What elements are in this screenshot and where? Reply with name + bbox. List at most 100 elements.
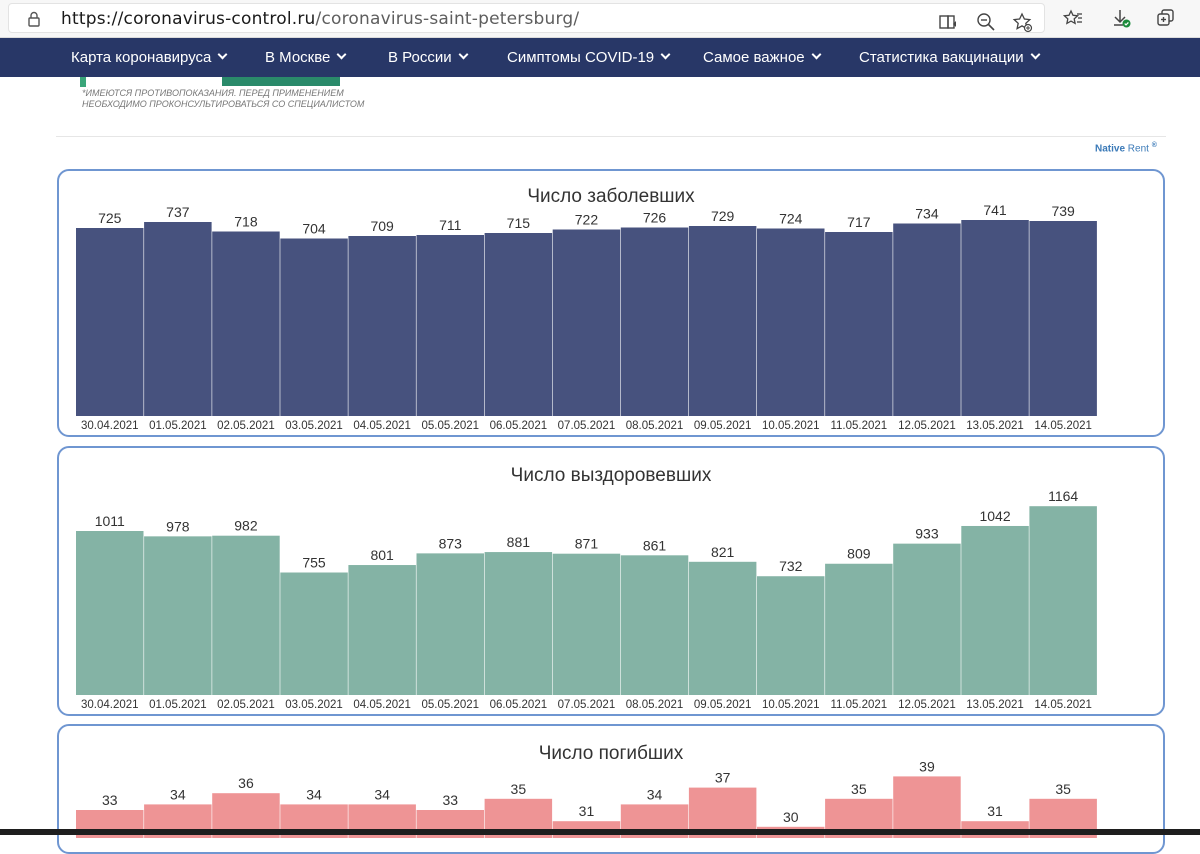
data-label: 809 — [847, 546, 871, 562]
data-label: 722 — [575, 212, 599, 228]
nav-item-moscow[interactable]: В Москве — [265, 49, 347, 66]
bar[interactable] — [757, 228, 825, 417]
tick-label: 30.04.2021 — [81, 699, 139, 711]
bar[interactable] — [688, 226, 757, 416]
data-label: 34 — [374, 786, 390, 802]
bar[interactable] — [961, 220, 1029, 416]
chevron-down-icon — [660, 49, 671, 60]
immersive-reader-icon[interactable] — [937, 11, 959, 33]
data-label: 724 — [779, 211, 803, 227]
tick-label: 08.05.2021 — [626, 420, 684, 432]
favorites-icon[interactable] — [1062, 7, 1084, 29]
ad-image[interactable] — [222, 77, 340, 86]
bar[interactable] — [757, 576, 825, 695]
tick-label: 05.05.2021 — [421, 699, 479, 711]
tick-label: 01.05.2021 — [149, 420, 207, 432]
nav-item-important[interactable]: Самое важное — [703, 49, 822, 66]
chart-title: Число заболевших — [527, 186, 695, 207]
data-label: 726 — [643, 210, 667, 226]
data-label: 39 — [919, 758, 935, 774]
tick-label: 12.05.2021 — [898, 699, 956, 711]
data-label: 35 — [1055, 781, 1071, 797]
ad-stripe — [80, 77, 86, 87]
url-path: /coronavirus-saint-petersburg/ — [315, 9, 580, 29]
bar[interactable] — [1029, 506, 1097, 695]
bar[interactable] — [212, 231, 280, 417]
bar[interactable] — [280, 572, 348, 695]
tick-label: 02.05.2021 — [217, 699, 275, 711]
bar[interactable] — [893, 776, 961, 838]
bar[interactable] — [825, 563, 893, 695]
data-label: 34 — [306, 786, 322, 802]
data-label: 31 — [579, 803, 595, 819]
data-label: 725 — [98, 210, 122, 226]
collections-icon[interactable] — [1155, 7, 1177, 29]
bar[interactable] — [76, 228, 144, 416]
data-label: 1011 — [95, 513, 125, 529]
data-label: 31 — [987, 803, 1003, 819]
nav-item-label: Симптомы COVID-19 — [507, 49, 655, 66]
data-label: 704 — [302, 221, 326, 237]
tick-label: 30.04.2021 — [81, 420, 139, 432]
data-label: 755 — [302, 554, 326, 570]
bar[interactable] — [484, 552, 553, 695]
taskbar-edge — [0, 829, 1200, 835]
chart-title: Число погибших — [538, 743, 684, 764]
bar[interactable] — [76, 531, 144, 695]
chevron-down-icon — [217, 49, 228, 60]
tick-label: 04.05.2021 — [353, 420, 411, 432]
bar[interactable] — [961, 525, 1029, 695]
bar[interactable] — [416, 235, 485, 416]
nav-item-label: Статистика вакцинации — [859, 49, 1024, 66]
ad-disclaimer-line: НЕОБХОДИМО ПРОКОНСУЛЬТИРОВАТЬСЯ СО СПЕЦИ… — [82, 99, 365, 109]
recovered-chart: 1011 30.04.2021 978 01.05.2021 982 02.05.2021… — [76, 488, 1097, 711]
bar[interactable] — [825, 232, 893, 416]
bar[interactable] — [893, 543, 961, 695]
tick-label: 06.05.2021 — [490, 420, 548, 432]
bar[interactable] — [620, 555, 689, 695]
data-label: 1164 — [1048, 488, 1078, 504]
chevron-down-icon — [811, 49, 822, 60]
bar[interactable] — [1029, 221, 1097, 416]
bar[interactable] — [144, 222, 212, 416]
bar[interactable] — [552, 553, 621, 695]
downloads-icon[interactable] — [1110, 7, 1132, 29]
bar[interactable] — [144, 536, 212, 695]
data-label: 739 — [1051, 203, 1075, 219]
bar[interactable] — [893, 223, 961, 417]
data-label: 717 — [847, 214, 871, 230]
nav-item-label: В Москве — [265, 49, 331, 66]
bar[interactable] — [688, 561, 757, 695]
bar[interactable] — [348, 565, 416, 695]
add-favorite-icon[interactable] — [1011, 11, 1033, 33]
tick-label: 08.05.2021 — [626, 699, 684, 711]
chevron-down-icon — [458, 49, 469, 60]
browser-toolbar: https://coronavirus-control.ru/coronavir… — [0, 0, 1200, 38]
tick-label: 10.05.2021 — [762, 699, 820, 711]
data-label: 871 — [575, 536, 599, 552]
bar[interactable] — [416, 553, 485, 695]
data-label: 821 — [711, 544, 735, 560]
nav-item-russia[interactable]: В России — [388, 49, 469, 66]
native-rent-link[interactable]: Native Rent ® — [1095, 142, 1157, 154]
nav-item-map[interactable]: Карта коронавируса — [71, 49, 228, 66]
nav-item-vaccination[interactable]: Статистика вакцинации — [859, 49, 1041, 66]
tick-label: 13.05.2021 — [966, 420, 1024, 432]
bar[interactable] — [212, 535, 280, 695]
bar[interactable] — [620, 227, 689, 417]
tick-label: 12.05.2021 — [898, 420, 956, 432]
bar[interactable] — [484, 233, 553, 416]
bar[interactable] — [552, 229, 621, 417]
tick-label: 04.05.2021 — [353, 699, 411, 711]
chart-title: Число выздоровевших — [510, 465, 712, 486]
zoom-icon[interactable] — [975, 11, 997, 33]
tick-label: 06.05.2021 — [490, 699, 548, 711]
bar[interactable] — [348, 236, 416, 416]
tick-label: 05.05.2021 — [421, 420, 479, 432]
address-bar[interactable]: https://coronavirus-control.ru/coronavir… — [8, 3, 1045, 33]
bar[interactable] — [280, 238, 348, 417]
data-label: 1042 — [979, 508, 1010, 524]
nav-item-symptoms[interactable]: Симптомы COVID-19 — [507, 49, 671, 66]
data-label: 711 — [439, 217, 462, 233]
data-label: 34 — [647, 786, 663, 802]
